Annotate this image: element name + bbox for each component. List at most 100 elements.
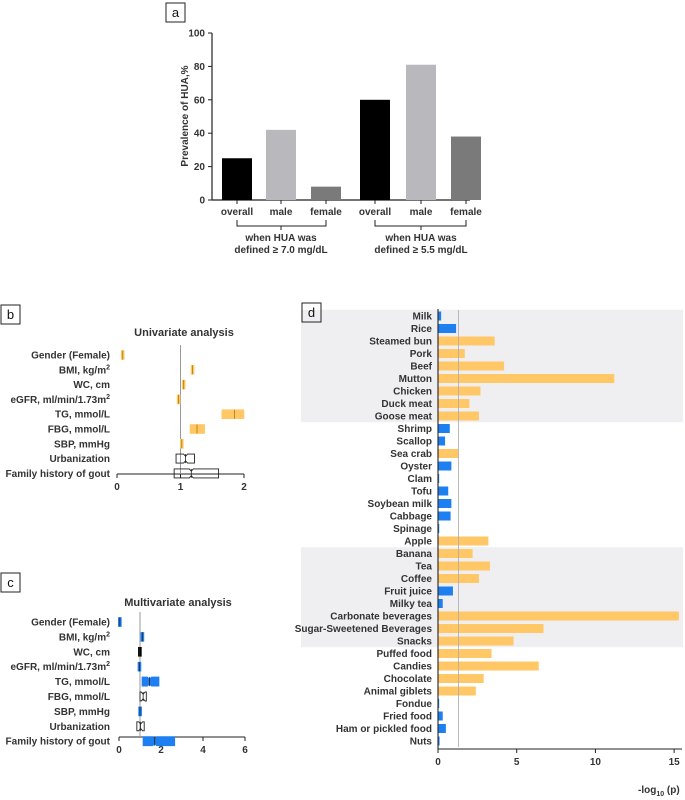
panel-d-row-label: Ham or pickled food	[336, 724, 432, 735]
panel-d-bar	[438, 424, 450, 433]
b-row-label: SBP, mmHg	[54, 439, 110, 450]
panel-d-bar	[438, 361, 505, 371]
c-x-tick-label: 2	[158, 745, 164, 756]
panel-d-row-label: Sugar-Sweetened Beverages	[295, 624, 433, 635]
panel-d-row-label: Milk	[413, 312, 433, 323]
panel-d-row-label: Sea crab	[390, 449, 432, 460]
panel-d-row-label: Beef	[410, 362, 432, 373]
b-box	[221, 409, 245, 420]
panel-d-bar	[438, 661, 539, 671]
panel-d-row-label: Carbonate beverages	[330, 612, 432, 623]
c-row-label: Urbanization	[49, 722, 110, 733]
panel-d-bar	[438, 674, 484, 683]
panel-a-group-label-line2: defined ≥ 5.5 mg/dL	[374, 245, 467, 256]
panel-d-row-label: Apple	[404, 537, 432, 548]
panel-d-bar	[438, 711, 443, 721]
panel-d-row-label: Goose meat	[375, 412, 433, 423]
panel-d-bar	[438, 499, 452, 508]
panel-a-bar	[311, 186, 341, 200]
panel-d-bar	[438, 399, 470, 408]
panel-a-y-tick-label: 0	[199, 196, 205, 207]
panel-d-row-label: Chocolate	[384, 674, 433, 685]
c-x-tick-label: 4	[200, 745, 206, 756]
panel-d-row-label: Tea	[416, 562, 433, 573]
panel-d-row-label: Cabbage	[390, 512, 433, 523]
panel-d-row-label: Chicken	[393, 387, 432, 398]
panel-d-row-label: Fruit juice	[384, 587, 432, 598]
panel-a-bar	[222, 158, 252, 200]
panel-d-bands	[301, 309, 683, 648]
c-box	[136, 721, 145, 732]
panel-d-row-label: Coffee	[401, 574, 433, 585]
panel-d-row-label: Spinage	[393, 524, 432, 535]
panel-d-bar	[438, 524, 440, 533]
panel-d-letter-box	[301, 302, 322, 323]
panel-a-x-tick-label: female	[450, 207, 482, 218]
panel-c-letter-box	[0, 572, 21, 593]
panel-d-bar	[438, 349, 465, 358]
c-row-label: Family history of gout	[6, 737, 111, 748]
panel-d-row-label: Puffed food	[376, 649, 432, 660]
panel-a-y-tick-label: 80	[194, 62, 206, 73]
panel-d-bar	[438, 736, 440, 746]
panel-a-bar	[360, 99, 390, 200]
panel-d-bar	[438, 511, 451, 521]
c-row-label: WC, cm	[73, 647, 110, 658]
panel-d-row-label: Nuts	[410, 737, 433, 748]
panel-d-bar	[438, 549, 473, 558]
b-x-tick-label: 0	[114, 482, 120, 493]
panel-d-bar	[438, 686, 476, 696]
c-row-label: Gender (Female)	[31, 618, 110, 629]
panel-a-bar	[406, 64, 436, 200]
panel-c-chart: c Multivariate analysis 0 2 4 6 Gender (Fema…	[0, 572, 248, 756]
c-row-label: TG, mmol/L	[55, 677, 110, 688]
panel-d-bar	[438, 324, 457, 333]
panel-d-row-label: Tofu	[411, 487, 432, 498]
panel-d-bar	[438, 636, 514, 646]
panel-d-row-label: Fondue	[396, 699, 433, 710]
b-box	[173, 468, 220, 479]
panel-d-row-label: Clam	[408, 474, 433, 485]
panel-a-letter: a	[172, 5, 180, 20]
panel-b-chart: b Univariate analysis 0 1 2 Gender (Female)…	[0, 304, 247, 493]
panel-d-x-tick-label: 15	[669, 757, 681, 768]
b-row-label: WC, cm	[73, 380, 110, 391]
panel-d-bar	[438, 536, 489, 546]
panel-a-bar	[266, 129, 296, 200]
b-row-label: TG, mmol/L	[55, 410, 110, 421]
b-box	[175, 453, 195, 464]
panel-d-x-tick-label: 5	[514, 757, 520, 768]
panel-d-bar	[438, 336, 495, 346]
c-x-tick-label: 0	[116, 745, 122, 756]
panel-d-bar	[438, 461, 452, 471]
panel-d-row-label: Mutton	[399, 374, 432, 385]
panel-d-row-label: Milky tea	[390, 599, 433, 610]
b-row-label: Family history of gout	[6, 469, 111, 480]
b-row-label: Urbanization	[49, 454, 110, 465]
panel-d-bar	[438, 724, 446, 733]
c-row-label: FBG, mmol/L	[48, 692, 110, 703]
panel-d-row-label: Banana	[396, 549, 433, 560]
panel-d-row-label: Scallop	[396, 437, 432, 448]
panel-d-bar	[438, 561, 490, 571]
panel-d-row-label: Animal giblets	[364, 687, 433, 698]
panel-a-chart: a Prevalence of HUA,% 0 20 40 60 80 100 overal…	[165, 2, 482, 256]
panel-a-group-label-line2: defined ≥ 7.0 mg/dL	[234, 245, 327, 256]
panel-a-group-bracket	[236, 220, 327, 227]
panel-c-title: Multivariate analysis	[124, 597, 232, 609]
b-row-label: Gender (Female)	[31, 351, 110, 362]
panel-d-row-label: Rice	[411, 324, 433, 335]
panel-d-bar	[438, 624, 544, 633]
panel-d-x-tick-label: 10	[590, 757, 602, 768]
panel-d-x-tick-label: 0	[435, 757, 441, 768]
panel-a-group-label-line1: when HUA was	[244, 233, 317, 244]
panel-d-bar	[438, 611, 679, 621]
panel-d-row-label: Duck meat	[381, 399, 432, 410]
panel-d-bar	[438, 586, 453, 596]
c-row-label: BMI, kg/m2	[59, 631, 110, 643]
panel-c-letter: c	[7, 575, 14, 590]
panel-d-row-label: Oyster	[400, 462, 432, 473]
panel-b-letter: b	[7, 307, 14, 322]
